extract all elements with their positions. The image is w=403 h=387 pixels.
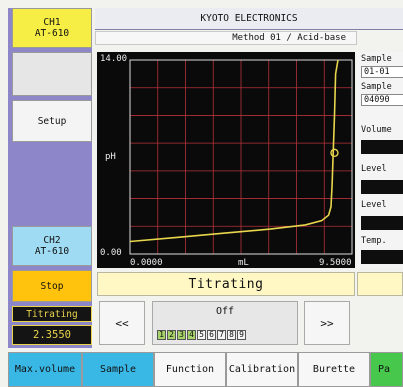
led-5: 5 xyxy=(197,330,206,340)
tab-burette[interactable]: Burette xyxy=(298,352,370,387)
y-axis-label: pH xyxy=(105,152,116,162)
level1-value xyxy=(361,180,403,194)
led-6: 6 xyxy=(207,330,216,340)
tab-calibration[interactable]: Calibration xyxy=(226,352,298,387)
led-9: 9 xyxy=(237,330,246,340)
y-tick-bottom: 0.00 xyxy=(100,248,122,258)
volume-value xyxy=(361,140,403,154)
level2-label: Level xyxy=(361,200,387,210)
chart-svg xyxy=(129,59,353,255)
brand-title: KYOTO ELECTRONICS xyxy=(95,8,403,30)
led-7: 7 xyxy=(217,330,226,340)
sample2-value[interactable]: 04090 xyxy=(361,94,403,106)
ch1-model: AT-610 xyxy=(34,28,70,39)
ch1-button[interactable]: CH1 AT-610 xyxy=(12,8,92,48)
titration-chart: 14.00 0.00 pH 0.0000 mL 9.5000 xyxy=(97,52,355,268)
next-button[interactable]: >> xyxy=(304,301,350,345)
tab-sample[interactable]: Sample xyxy=(82,352,154,387)
off-label: Off xyxy=(215,306,235,317)
prev-button[interactable]: << xyxy=(99,301,145,345)
ch1-name: CH1 xyxy=(43,17,61,28)
right-panel: Sample 01-01 Sample 04090 Volume Level L… xyxy=(357,52,403,268)
tab-pa[interactable]: Pa xyxy=(370,352,403,387)
temp-value xyxy=(361,250,403,264)
reading-value: 2.3550 xyxy=(12,325,92,345)
y-tick-top: 14.00 xyxy=(100,54,128,64)
ch2-button[interactable]: CH2 AT-610 xyxy=(12,226,92,266)
x-tick-left: 0.0000 xyxy=(130,258,163,268)
led-8: 8 xyxy=(227,330,236,340)
ch2-model: AT-610 xyxy=(34,246,70,257)
sample2-label: Sample xyxy=(361,82,392,92)
setup-button[interactable]: Setup xyxy=(12,100,92,142)
level2-value xyxy=(361,216,403,230)
series-line xyxy=(129,59,339,243)
sample1-label: Sample xyxy=(361,54,392,64)
x-tick-right: 9.5000 xyxy=(319,258,352,268)
status-bar-right xyxy=(357,272,403,296)
temp-label: Temp. xyxy=(361,236,387,246)
led-3: 3 xyxy=(177,330,186,340)
current-point-marker xyxy=(330,148,339,158)
volume-label: Volume xyxy=(361,125,392,135)
plot-frame xyxy=(129,59,353,255)
state-label: Titrating xyxy=(12,306,92,322)
ch2-name: CH2 xyxy=(43,235,61,246)
level1-label: Level xyxy=(361,164,387,174)
stop-button[interactable]: Stop xyxy=(12,270,92,302)
led-4: 4 xyxy=(187,330,196,340)
led-1: 1 xyxy=(157,330,166,340)
x-axis-label: mL xyxy=(238,258,249,268)
tab-function[interactable]: Function xyxy=(154,352,226,387)
blank-button[interactable] xyxy=(12,52,92,96)
status-bar: Titrating xyxy=(97,272,355,296)
led-2: 2 xyxy=(167,330,176,340)
left-panel: CH1 AT-610 Setup CH2 AT-610 Stop Titrati… xyxy=(8,8,92,348)
tab-max-volume[interactable]: Max.volume xyxy=(8,352,82,387)
sample1-value[interactable]: 01-01 xyxy=(361,66,403,78)
method-title: Method 01 / Acid-base xyxy=(95,31,357,45)
